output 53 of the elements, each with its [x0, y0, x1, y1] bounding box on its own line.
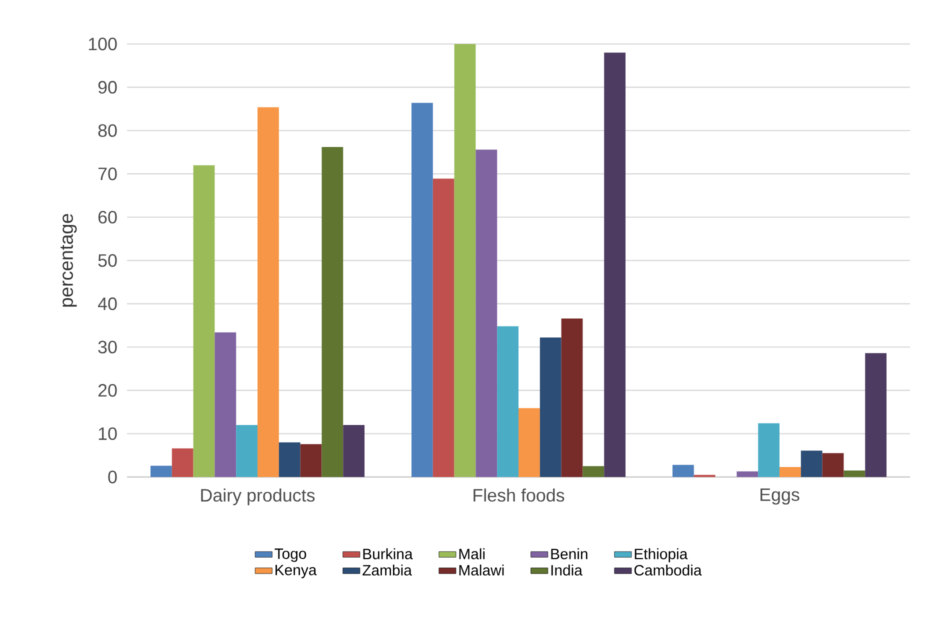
- y-tick-label: 10: [98, 427, 117, 440]
- y-tick-label: 40: [98, 297, 117, 310]
- legend-label: Mali: [459, 548, 485, 560]
- bar: [236, 425, 258, 477]
- bar: [278, 442, 300, 477]
- bar: [432, 178, 454, 477]
- legend-label: Malawi: [459, 564, 504, 576]
- bar: [822, 453, 844, 477]
- y-axis-title: percentage: [60, 214, 77, 307]
- bar: [582, 466, 604, 477]
- legend-label: Zambia: [362, 564, 412, 576]
- legend-label: India: [551, 564, 582, 576]
- legend-label: Burkina: [363, 548, 413, 560]
- bar: [172, 448, 194, 477]
- x-tick-label: Dairy products: [201, 488, 315, 506]
- y-tick-label: 80: [98, 124, 117, 137]
- bar: [865, 353, 887, 477]
- bar: [150, 466, 172, 477]
- bar: [412, 102, 433, 477]
- bar: [540, 338, 562, 477]
- y-tick-label: 0: [108, 470, 117, 484]
- bar: [518, 408, 540, 477]
- bar: [258, 107, 279, 477]
- legend-label: Togo: [274, 548, 306, 562]
- bar: [800, 450, 822, 477]
- bar: [476, 150, 498, 477]
- bar: [844, 470, 866, 477]
- bar: [300, 444, 322, 477]
- x-tick-label: Flesh foods: [474, 488, 564, 502]
- y-tick-label: 90: [98, 80, 117, 94]
- bar: [193, 165, 215, 477]
- y-tick-label: 20: [98, 384, 117, 397]
- bar: [780, 467, 801, 477]
- bar: [561, 318, 583, 477]
- x-tick-label: Eggs: [760, 488, 800, 505]
- legend-label: Cambodia: [634, 564, 702, 576]
- legend-label: Kenya: [276, 564, 317, 578]
- legend-label: Benin: [551, 548, 588, 560]
- bar: [214, 332, 236, 477]
- bar: [758, 423, 780, 477]
- bar: [497, 326, 519, 477]
- y-tick-label: 30: [98, 340, 117, 354]
- bar: [454, 44, 476, 477]
- y-tick-label: 100: [88, 38, 117, 50]
- bar: [736, 471, 758, 477]
- y-tick-label: 60: [98, 210, 117, 224]
- y-tick-label: 50: [98, 254, 117, 267]
- legend-label: Ethiopia: [634, 548, 688, 562]
- bar: [604, 52, 626, 477]
- bar: [672, 464, 694, 477]
- bar: [343, 425, 365, 477]
- bar: [322, 147, 344, 477]
- y-tick-label: 70: [98, 168, 117, 180]
